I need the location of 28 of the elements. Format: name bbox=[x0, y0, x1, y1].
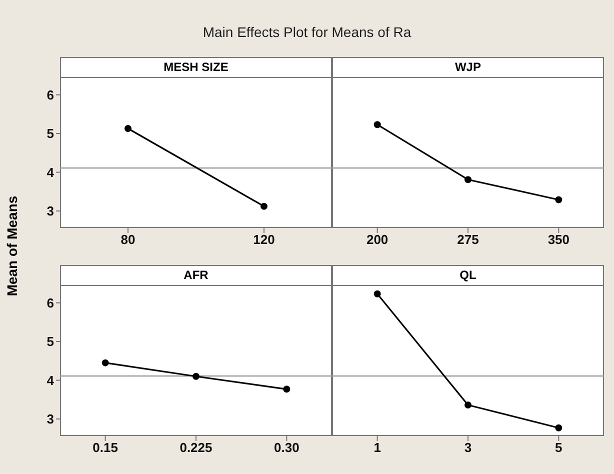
x-tick-label: 120 bbox=[253, 232, 275, 248]
y-tick-label: 4 bbox=[46, 372, 55, 388]
x-axis-title: AFR bbox=[61, 266, 331, 286]
x-tick-label: 0.15 bbox=[92, 440, 118, 456]
y-axis-title: Mean of Means bbox=[4, 196, 20, 296]
x-tick-label: 1 bbox=[374, 440, 381, 456]
chart-title: Main Effects Plot for Means of Ra bbox=[202, 24, 412, 40]
x-tick-label: 0.225 bbox=[180, 440, 212, 456]
x-tick-label: 3 bbox=[464, 440, 472, 456]
x-axis-title: WJP bbox=[333, 58, 603, 78]
x-axis-title: MESH SIZE bbox=[61, 58, 331, 78]
y-tick-label: 3 bbox=[46, 204, 54, 219]
point bbox=[192, 372, 200, 380]
y-tick-label: 3 bbox=[46, 412, 54, 427]
x-tick-label: 275 bbox=[457, 232, 479, 248]
x-tick-label: 200 bbox=[366, 232, 388, 248]
y-tick-label: 4 bbox=[46, 164, 55, 180]
y-tick-label: 6 bbox=[46, 87, 54, 102]
x-tick-label: 0.30 bbox=[274, 440, 300, 456]
point bbox=[102, 359, 109, 366]
x-tick-label: 5 bbox=[555, 440, 562, 456]
x-tick-label: 80 bbox=[120, 232, 136, 248]
point bbox=[283, 386, 290, 393]
x-axis-title: QL bbox=[333, 266, 603, 286]
y-tick-label: 6 bbox=[46, 295, 54, 310]
x-tick-label: 350 bbox=[548, 232, 570, 248]
y-tick-label: 5 bbox=[46, 334, 54, 350]
y-tick-label: 5 bbox=[46, 126, 54, 142]
